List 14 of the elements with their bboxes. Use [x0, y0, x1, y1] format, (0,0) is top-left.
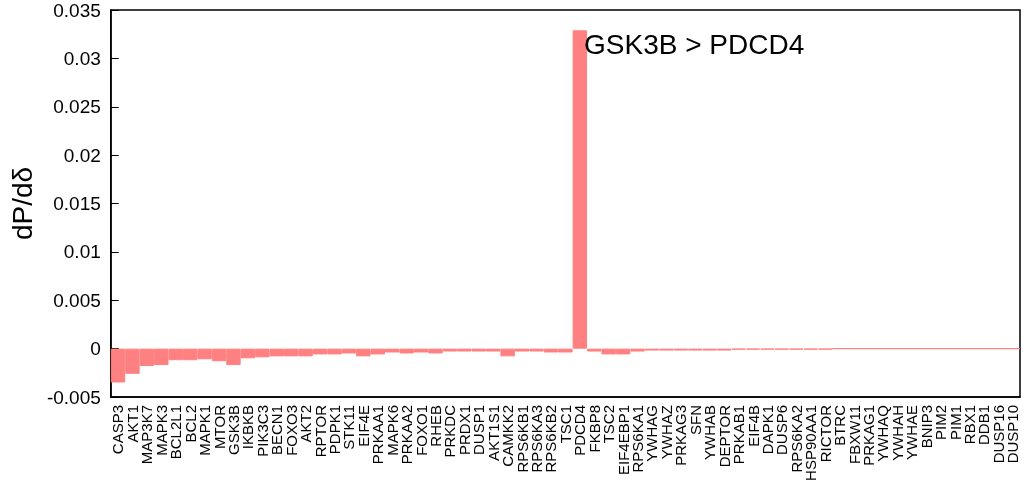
y-tick-label: 0.03 — [63, 47, 101, 69]
annotation: GSK3B > PDCD4 — [584, 28, 805, 60]
y-tick-label: 0 — [90, 338, 101, 360]
x-tick-label: DUSP10 — [1004, 405, 1022, 464]
y-tick-label: 0.005 — [53, 289, 101, 311]
y-tick-label: -0.005 — [46, 386, 101, 408]
y-tick-label: 0.02 — [63, 144, 101, 166]
y-tick-label: 0.015 — [53, 193, 101, 214]
x-tick-label: RHEB — [427, 405, 444, 447]
y-tick-label: 0.025 — [53, 96, 101, 118]
y-tick-label: 0.01 — [63, 241, 101, 263]
y-tick-label: 0.035 — [53, 0, 101, 21]
x-tick-label: YWHAQ — [874, 405, 892, 462]
y-axis-title: dP/dδ — [6, 166, 38, 241]
